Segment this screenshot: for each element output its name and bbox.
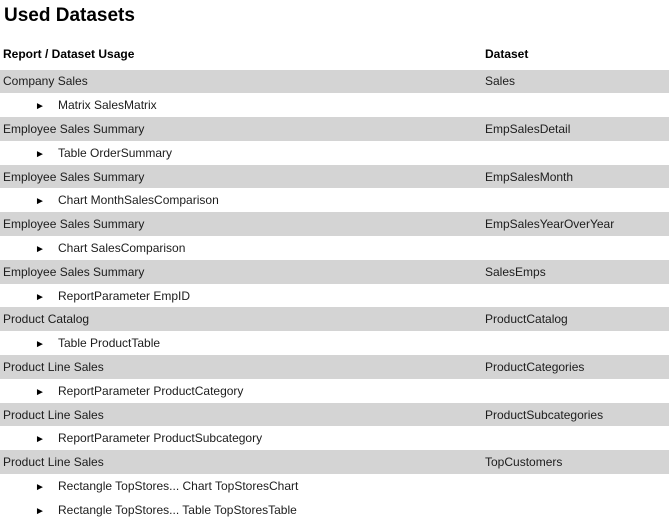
expander-icon[interactable]: ► bbox=[35, 196, 45, 208]
item-label: Chart SalesComparison bbox=[58, 240, 186, 255]
expander-icon[interactable]: ► bbox=[35, 291, 45, 303]
report-name: Company Sales bbox=[3, 74, 88, 89]
dataset-name: ProductSubcategories bbox=[485, 407, 604, 422]
dataset-name: Sales bbox=[485, 74, 516, 89]
dataset-name: EmpSalesMonth bbox=[485, 169, 574, 184]
table-row-dataset-item: ► ReportParameter ProductSubcategory bbox=[0, 426, 669, 451]
expander-icon[interactable]: ► bbox=[35, 481, 45, 493]
expander-icon[interactable]: ► bbox=[35, 101, 45, 113]
item-label: Table OrderSummary bbox=[58, 145, 173, 160]
table-row-dataset-item: ► Table OrderSummary bbox=[0, 140, 669, 165]
report-name: Employee Sales Summary bbox=[3, 169, 145, 184]
item-label: ReportParameter ProductCategory bbox=[58, 383, 244, 398]
table-row-dataset-item: ► Table ProductTable bbox=[0, 331, 669, 356]
item-label: Chart MonthSalesComparison bbox=[58, 193, 219, 208]
expander-icon[interactable]: ► bbox=[35, 148, 45, 160]
expander-icon[interactable]: ► bbox=[35, 434, 45, 446]
table-row-dataset-item: ► Chart SalesComparison bbox=[0, 236, 669, 260]
table-row-report: Product Line Sales TopCustomers bbox=[0, 450, 669, 475]
table-body: Company Sales Sales ► Matrix SalesMatrix … bbox=[0, 69, 669, 522]
expander-icon[interactable]: ► bbox=[35, 243, 45, 255]
item-label: Table ProductTable bbox=[58, 336, 161, 351]
table-row-report: Company Sales Sales bbox=[0, 69, 669, 94]
report-name: Employee Sales Summary bbox=[3, 217, 145, 232]
table-header-row: Report / Dataset Usage Dataset bbox=[0, 44, 669, 70]
used-datasets-table: Report / Dataset Usage Dataset Company S… bbox=[0, 44, 669, 522]
table-row-report: Employee Sales Summary SalesEmps bbox=[0, 259, 669, 284]
report-name: Product Line Sales bbox=[3, 455, 104, 470]
dataset-name: ProductCategories bbox=[485, 359, 585, 374]
item-label: ReportParameter ProductSubcategory bbox=[58, 431, 263, 446]
table-row-report: Product Line Sales ProductCategories bbox=[0, 355, 669, 379]
table-row-dataset-item: ► ReportParameter EmpID bbox=[0, 283, 669, 308]
expander-icon[interactable]: ► bbox=[35, 386, 45, 398]
column-header-dataset: Dataset bbox=[485, 47, 529, 61]
table-row-report: Employee Sales Summary EmpSalesDetail bbox=[0, 117, 669, 141]
item-label: ReportParameter EmpID bbox=[58, 288, 191, 303]
page-title: Used Datasets bbox=[4, 5, 135, 26]
dataset-name: EmpSalesDetail bbox=[485, 121, 571, 136]
report-name: Product Catalog bbox=[3, 312, 90, 327]
table-row-dataset-item: ► ReportParameter ProductCategory bbox=[0, 378, 669, 403]
table-row-dataset-item: ► Rectangle TopStores... Chart TopStoresC… bbox=[0, 474, 669, 498]
dataset-name: TopCustomers bbox=[485, 455, 563, 470]
table-row-dataset-item: ► Chart MonthSalesComparison bbox=[0, 188, 669, 213]
item-label: Rectangle TopStores... Chart TopStoresCh… bbox=[58, 478, 299, 493]
table-row-report: Product Catalog ProductCatalog bbox=[0, 307, 669, 332]
item-label: Matrix SalesMatrix bbox=[58, 98, 157, 113]
item-label: Rectangle TopStores... Table TopStoresTa… bbox=[58, 502, 297, 517]
table-row-dataset-item: ► Rectangle TopStores... Table TopStoresT… bbox=[0, 497, 669, 522]
column-header-usage: Report / Dataset Usage bbox=[3, 47, 135, 61]
report-name: Product Line Sales bbox=[3, 359, 104, 374]
table-row-report: Employee Sales Summary EmpSalesYearOverY… bbox=[0, 212, 669, 237]
table-row-dataset-item: ► Matrix SalesMatrix bbox=[0, 93, 669, 118]
report-name: Employee Sales Summary bbox=[3, 264, 145, 279]
dataset-name: SalesEmps bbox=[485, 264, 546, 279]
expander-icon[interactable]: ► bbox=[35, 339, 45, 351]
table-row-report: Employee Sales Summary EmpSalesMonth bbox=[0, 164, 669, 189]
report-name: Product Line Sales bbox=[3, 407, 104, 422]
report-name: Employee Sales Summary bbox=[3, 121, 145, 136]
dataset-name: EmpSalesYearOverYear bbox=[485, 217, 615, 232]
expander-icon[interactable]: ► bbox=[35, 505, 45, 517]
dataset-name: ProductCatalog bbox=[485, 312, 568, 327]
table-row-report: Product Line Sales ProductSubcategories bbox=[0, 402, 669, 427]
